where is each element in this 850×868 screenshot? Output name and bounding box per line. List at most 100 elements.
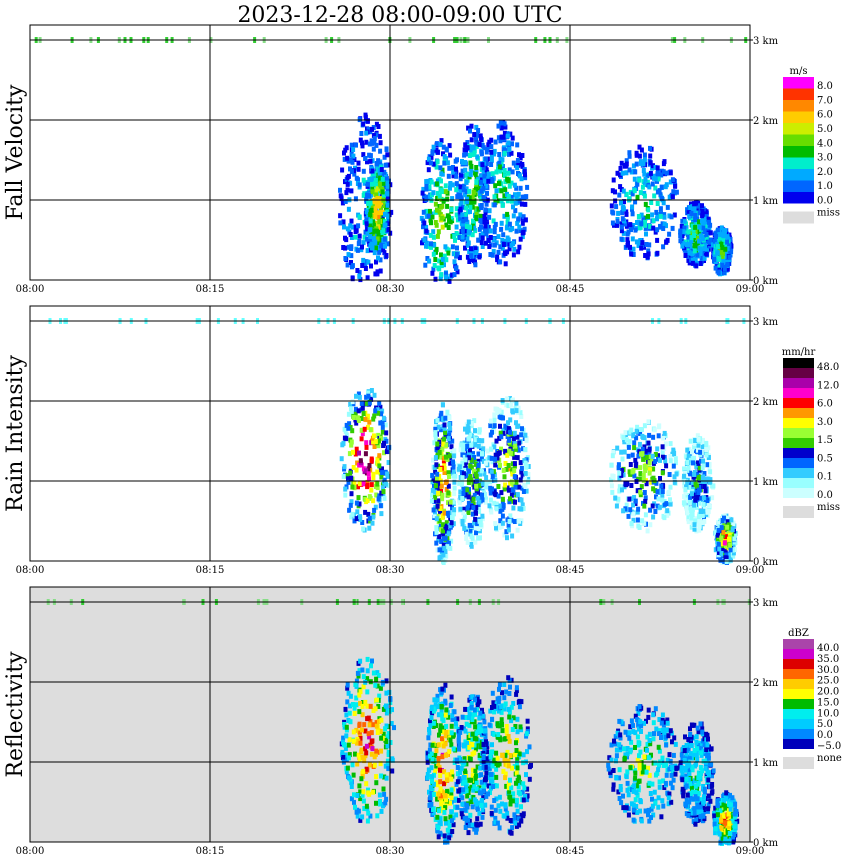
data-pixel [435, 207, 439, 213]
data-pixel [346, 411, 351, 417]
data-pixel [493, 521, 498, 527]
data-pixel [433, 489, 438, 495]
data-pixel [431, 457, 435, 463]
data-pixel [467, 522, 472, 528]
data-pixel [369, 730, 374, 736]
data-pixel [433, 494, 438, 500]
data-pixel [475, 816, 480, 822]
data-pixel [349, 260, 353, 265]
data-pixel [643, 215, 648, 221]
data-pixel [437, 416, 442, 422]
data-pixel [348, 425, 353, 430]
data-pixel [507, 241, 512, 247]
data-pixel [629, 496, 634, 502]
data-pixel [642, 193, 647, 199]
data-cells [339, 388, 738, 565]
data-pixel [477, 752, 482, 758]
data-pixel [506, 426, 511, 432]
data-pixel [351, 465, 356, 470]
data-pixel [504, 402, 509, 408]
data-pixel [497, 450, 502, 456]
data-pixel [505, 224, 510, 230]
data-pixel [367, 734, 372, 740]
data-pixel [369, 207, 374, 213]
data-pixel [654, 480, 659, 486]
data-pixel [354, 678, 359, 684]
data-pixel [378, 420, 383, 426]
data-pixel [371, 514, 376, 520]
data-pixel [499, 226, 504, 232]
data-pixel [457, 500, 462, 506]
data-pixel [662, 515, 667, 521]
data-pixel [627, 167, 632, 173]
data-pixel [379, 435, 383, 441]
data-pixel [384, 690, 389, 696]
data-pixel [488, 479, 493, 485]
data-pixel [437, 450, 442, 455]
data-pixel [480, 799, 485, 805]
data-pixel [436, 756, 441, 761]
data-pixel [632, 445, 637, 451]
data-pixel [500, 690, 504, 696]
data-pixel [494, 188, 499, 194]
data-pixel [687, 481, 692, 487]
data-pixel [488, 497, 493, 503]
data-pixel [446, 714, 451, 720]
data-pixel [492, 412, 497, 418]
data-pixel [658, 223, 663, 229]
data-pixel [493, 815, 498, 821]
data-pixel [717, 256, 722, 262]
data-pixel [499, 125, 504, 131]
data-pixel [345, 765, 350, 771]
data-pixel [369, 456, 374, 462]
data-pixel [640, 451, 645, 457]
data-pixel [370, 126, 374, 132]
data-pixel [434, 525, 439, 531]
data-pixel [683, 470, 688, 476]
data-pixel [489, 509, 494, 515]
data-pixel [346, 206, 351, 212]
data-pixel [705, 234, 710, 240]
data-pixel [461, 465, 466, 471]
data-pixel [503, 261, 508, 267]
data-pixel [492, 500, 497, 506]
data-pixel [510, 471, 515, 477]
data-pixel [449, 520, 454, 526]
data-pixel [517, 518, 522, 524]
data-pixel [366, 467, 371, 473]
data-pixel [690, 223, 695, 229]
data-pixel [468, 224, 472, 230]
data-pixel [339, 456, 344, 462]
data-pixel [689, 235, 694, 241]
data-pixel [384, 775, 389, 781]
data-pixel [430, 774, 435, 780]
data-pixel [382, 223, 387, 229]
data-pixel [367, 525, 372, 531]
data-pixel [384, 703, 388, 709]
data-pixel [689, 211, 694, 216]
data-pixel [494, 506, 499, 512]
data-pixel [460, 480, 464, 486]
data-pixel [473, 539, 478, 545]
data-pixel [459, 442, 464, 448]
data-pixel [344, 145, 349, 151]
data-pixel [458, 209, 463, 215]
data-pixel [497, 761, 502, 767]
data-pixel [619, 224, 624, 230]
data-pixel [627, 153, 632, 159]
colorbar-swatch [783, 123, 814, 135]
data-pixel [507, 221, 512, 227]
data-pixel [348, 719, 353, 725]
data-pixel [377, 453, 382, 459]
data-pixel [635, 509, 640, 515]
data-pixel [713, 231, 718, 237]
data-pixel [617, 488, 622, 494]
data-pixel [434, 181, 439, 187]
data-pixel [465, 793, 470, 799]
data-pixel [450, 818, 454, 824]
data-pixel [464, 531, 469, 537]
data-pixel [651, 514, 656, 520]
data-pixel [505, 133, 510, 139]
data-pixel [479, 188, 484, 194]
data-pixel [375, 195, 380, 201]
